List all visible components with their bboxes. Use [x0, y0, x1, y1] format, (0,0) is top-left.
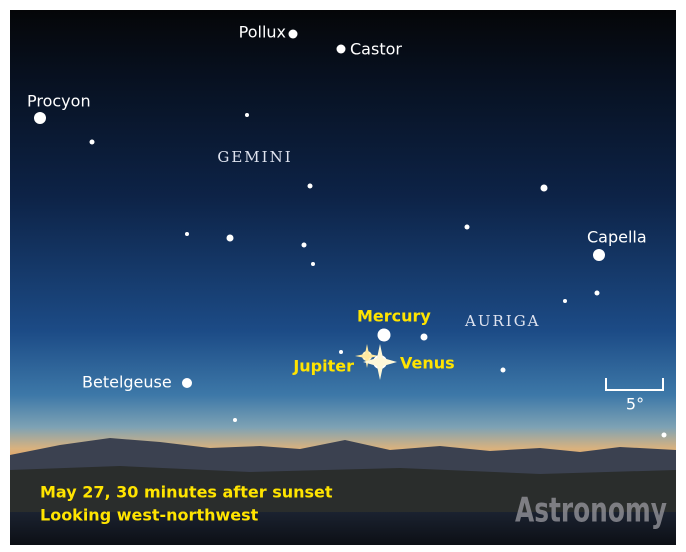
- star: [421, 334, 428, 341]
- star: [662, 433, 667, 438]
- star-label: Betelgeuse: [82, 373, 172, 392]
- star-dot: [34, 112, 46, 124]
- star-dot: [593, 249, 605, 261]
- watermark: Astronomy: [515, 491, 667, 531]
- star: [302, 243, 307, 248]
- star: [595, 291, 600, 296]
- star: [501, 368, 506, 373]
- star-dot: [182, 378, 192, 388]
- star: [233, 418, 237, 422]
- star-dot: [337, 45, 346, 54]
- star: [185, 232, 189, 236]
- page: Pollux Castor Procyon Capella Betelgeuse…: [0, 0, 686, 552]
- caption-line: May 27, 30 minutes after sunset: [40, 483, 333, 502]
- planet-dot: [378, 329, 391, 342]
- star: [311, 262, 315, 266]
- star: [308, 184, 313, 189]
- constellation-label: GEMINI: [217, 148, 292, 166]
- star: [245, 113, 249, 117]
- star: [227, 235, 234, 242]
- star: [541, 185, 548, 192]
- constellation-label: AURIGA: [464, 312, 541, 330]
- sky-chart: Pollux Castor Procyon Capella Betelgeuse…: [0, 0, 686, 552]
- planet-label: Jupiter: [292, 357, 354, 376]
- star: [339, 350, 343, 354]
- planet-label: Venus: [400, 354, 455, 373]
- star-dot: [289, 30, 298, 39]
- star: [465, 225, 470, 230]
- star-label: Capella: [587, 228, 647, 247]
- star-label: Castor: [350, 40, 402, 59]
- caption-line: Looking west-northwest: [40, 506, 259, 525]
- scale-label: 5°: [626, 395, 644, 414]
- star: [90, 140, 95, 145]
- star: [563, 299, 567, 303]
- star-label: Pollux: [239, 23, 286, 42]
- planet-label: Mercury: [357, 307, 431, 326]
- star-label: Procyon: [27, 92, 91, 111]
